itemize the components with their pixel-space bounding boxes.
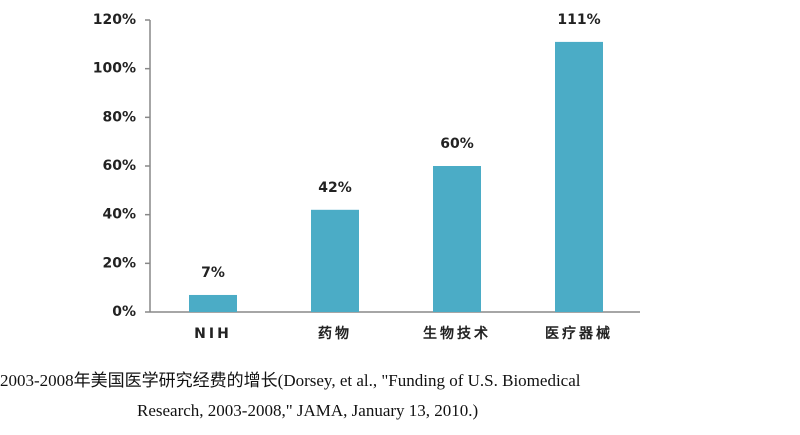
y-tick-label: 120%: [93, 12, 136, 28]
bar: [311, 209, 359, 312]
bar: [433, 166, 481, 312]
caption-line: 2003-2008年美国医学研究经费的增长(Dorsey, et al., "F…: [0, 371, 581, 390]
value-label: 60%: [440, 136, 474, 152]
x-tick-label: 生物技术: [423, 325, 491, 342]
x-tick-label: 医疗器械: [545, 325, 613, 342]
y-tick-label: 60%: [102, 158, 136, 174]
x-tick-label: NIH: [194, 326, 232, 342]
value-label: 111%: [557, 12, 600, 28]
y-tick-label: 20%: [102, 255, 136, 271]
caption-line: Research, 2003-2008," JAMA, January 13, …: [137, 401, 478, 420]
value-label: 7%: [201, 265, 225, 281]
x-tick-label: 药物: [318, 325, 352, 342]
y-tick-label: 40%: [102, 207, 136, 223]
bar: [555, 41, 603, 313]
y-tick-label: 100%: [93, 61, 136, 77]
y-tick-label: 80%: [102, 109, 136, 125]
bar: [189, 294, 237, 312]
y-tick-label: 0%: [112, 304, 136, 320]
value-label: 42%: [318, 180, 352, 196]
